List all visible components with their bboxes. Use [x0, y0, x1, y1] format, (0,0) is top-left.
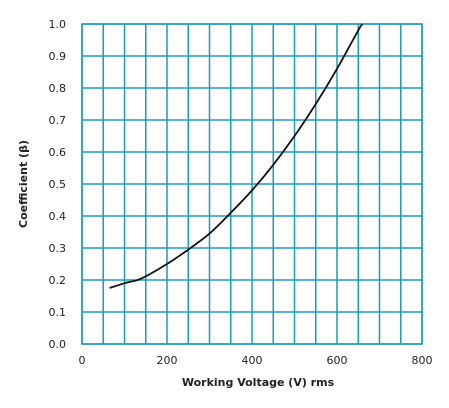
y-axis-title: Coefficient (β)	[17, 140, 30, 228]
y-tick-label: 0.5	[49, 178, 67, 191]
y-tick-label: 0.9	[49, 50, 67, 63]
y-tick-label: 0.7	[49, 114, 67, 127]
series-line	[109, 23, 364, 289]
y-tick-label: 0.3	[49, 242, 67, 255]
series-group	[109, 23, 364, 289]
y-tick-label: 0.6	[49, 146, 67, 159]
x-tick-label: 600	[327, 354, 348, 367]
y-tick-label: 0.2	[49, 274, 67, 287]
x-axis-title: Working Voltage (V) rms	[182, 376, 335, 389]
x-tick-label: 200	[157, 354, 178, 367]
y-tick-label: 0.4	[49, 210, 67, 223]
grid	[81, 23, 423, 345]
y-tick-label: 0.0	[49, 338, 67, 351]
y-tick-label: 1.0	[49, 18, 67, 31]
x-tick-labels: 0 200 400 600 800	[79, 354, 433, 367]
y-tick-labels: 0.0 0.1 0.2 0.3 0.4 0.5 0.6 0.7 0.8 0.9 1.0	[49, 18, 67, 351]
x-tick-label: 400	[242, 354, 263, 367]
x-tick-label: 800	[412, 354, 433, 367]
x-tick-label: 0	[79, 354, 86, 367]
y-tick-label: 0.1	[49, 306, 67, 319]
y-tick-label: 0.8	[49, 82, 67, 95]
